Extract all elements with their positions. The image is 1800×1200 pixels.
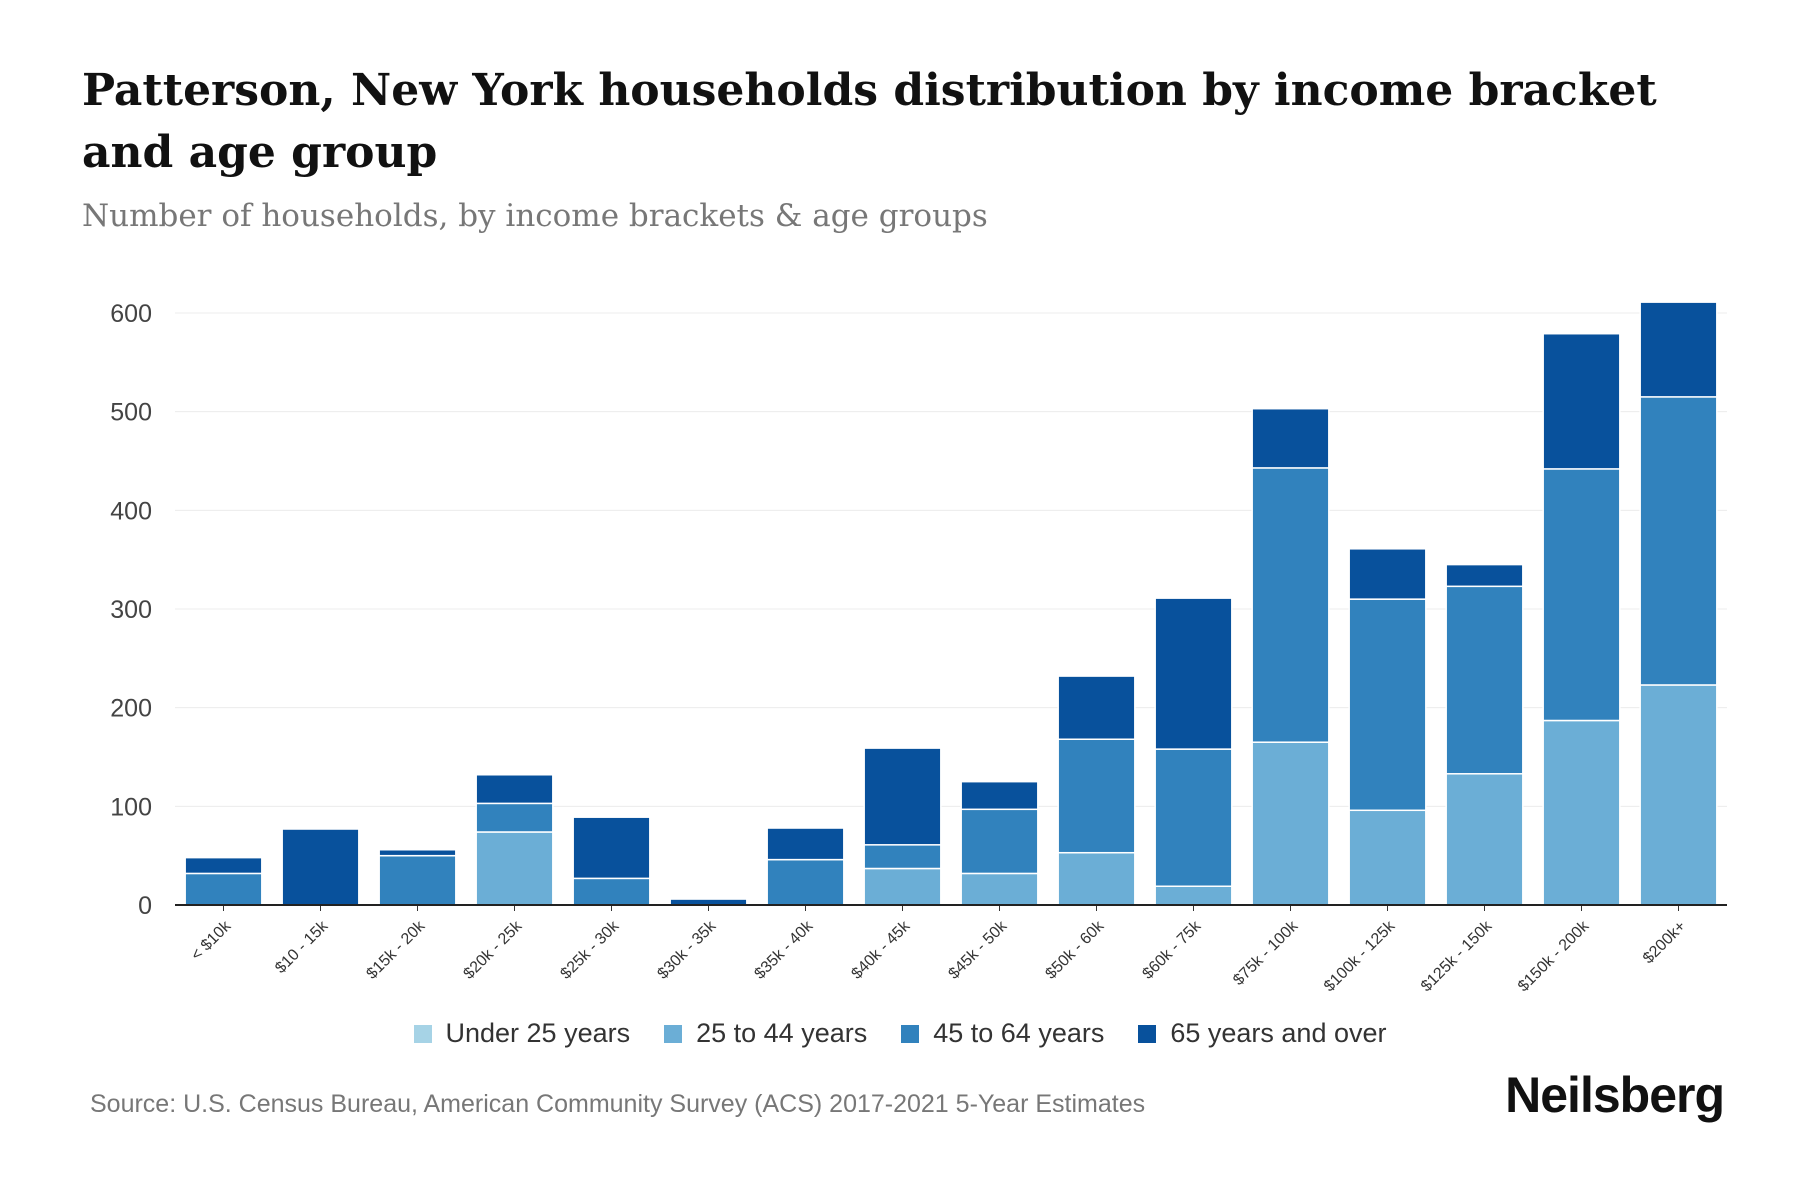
bar-segment-65-years-and-over <box>1445 563 1524 588</box>
bar-segment-65-years-and-over <box>1542 332 1621 470</box>
bar-segment-65-years-and-over <box>1154 597 1233 750</box>
legend-swatch <box>1138 1024 1157 1043</box>
bar-segment-45-to-64-years <box>1445 585 1524 775</box>
neilsberg-logo: Neilsberg <box>1505 1067 1725 1123</box>
legend: Under 25 years 25 to 44 years 45 to 64 yea… <box>0 1018 1800 1049</box>
chart-title: Patterson, New York households distribut… <box>82 65 1657 178</box>
bar-segment-65-years-and-over <box>378 848 457 857</box>
bar-segment-65-years-and-over <box>475 774 554 805</box>
bar-segment-25-to-44-years <box>475 831 554 906</box>
bar-segment-25-to-44-years <box>863 867 942 906</box>
x-tick-label: $20k - 25k <box>460 917 526 983</box>
stacked-bar-chart: 0 100 200 300 400 500 600 < $10k $10 - 15k $15k -… <box>110 300 1727 995</box>
y-tick-label: 200 <box>110 695 152 723</box>
bar-segment-45-to-64-years <box>1057 738 1136 854</box>
bar-segment-45-to-64-years <box>766 858 845 906</box>
legend-swatch <box>901 1024 920 1043</box>
legend-swatch <box>413 1024 432 1043</box>
bar-segment-65-years-and-over <box>1251 407 1330 469</box>
x-tick-label: $40k - 45k <box>848 917 914 983</box>
bar-segment-65-years-and-over <box>1348 548 1427 600</box>
x-tick-label: $15k - 20k <box>363 917 429 983</box>
bar-segment-25-to-44-years <box>1542 719 1621 906</box>
bar-segment-45-to-64-years <box>960 808 1039 875</box>
bar-segment-65-years-and-over <box>1057 675 1136 740</box>
chart-subtitle: Number of households, by income brackets… <box>82 198 988 234</box>
y-tick-label: 300 <box>110 596 152 624</box>
bar-segment-45-to-64-years <box>378 854 457 906</box>
legend-label: 45 to 64 years <box>933 1018 1105 1048</box>
bar-segment-45-to-64-years <box>1251 467 1330 743</box>
legend-item: 25 to 44 years <box>664 1018 867 1049</box>
legend-label: 65 years and over <box>1170 1018 1387 1048</box>
bar-segment-65-years-and-over <box>281 828 360 906</box>
bar-segment-45-to-64-years <box>1542 468 1621 722</box>
y-tick-label: 0 <box>138 892 152 920</box>
bar-segment-65-years-and-over <box>960 780 1039 811</box>
x-tick-label: $150k - 200k <box>1515 917 1593 995</box>
legend-label: 25 to 44 years <box>696 1018 868 1048</box>
x-tick-label: $30k - 35k <box>654 917 720 983</box>
bar-segment-65-years-and-over <box>766 827 845 861</box>
y-tick-label: 500 <box>110 399 152 427</box>
bar-segment-25-to-44-years <box>960 872 1039 906</box>
legend-item: 45 to 64 years <box>901 1018 1104 1049</box>
bar-segment-25-to-44-years <box>1348 809 1427 906</box>
bar-segment-25-to-44-years <box>1057 851 1136 906</box>
legend-item: 65 years and over <box>1138 1018 1387 1049</box>
source-note: Source: U.S. Census Bureau, American Com… <box>90 1090 1146 1118</box>
bar-segment-65-years-and-over <box>184 856 263 875</box>
bar-segment-65-years-and-over <box>1639 301 1718 398</box>
bar-segment-45-to-64-years <box>1154 748 1233 888</box>
bar-segment-45-to-64-years <box>863 844 942 870</box>
x-tick-label: $10 - 15k <box>272 917 332 977</box>
bar-segment-25-to-44-years <box>1445 773 1524 906</box>
bar-segment-25-to-44-years <box>1251 741 1330 906</box>
bar-segment-45-to-64-years <box>475 802 554 833</box>
y-tick-label: 600 <box>110 300 152 328</box>
bar-segment-45-to-64-years <box>184 872 263 906</box>
bar-segment-25-to-44-years <box>1639 684 1718 906</box>
x-tick-label: $125k - 150k <box>1418 917 1496 995</box>
x-tick-label: $45k - 50k <box>945 917 1011 983</box>
y-tick-label: 400 <box>110 497 152 525</box>
x-tick-label: $60k - 75k <box>1139 917 1205 983</box>
x-tick-label: < $10k <box>188 917 235 964</box>
x-tick-label: $200k+ <box>1640 918 1689 967</box>
y-tick-label: 100 <box>110 793 152 821</box>
bar-segment-45-to-64-years <box>572 877 651 906</box>
x-tick-label: $100k - 125k <box>1321 917 1399 995</box>
bar-segment-65-years-and-over <box>863 747 942 846</box>
bar-segment-45-to-64-years <box>1639 396 1718 686</box>
legend-label: Under 25 years <box>445 1018 631 1048</box>
bar-segment-45-to-64-years <box>1348 598 1427 812</box>
x-tick-label: $50k - 60k <box>1042 917 1108 983</box>
x-tick-label: $75k - 100k <box>1230 917 1302 989</box>
legend-item: Under 25 years <box>413 1018 631 1049</box>
legend-swatch <box>664 1024 683 1043</box>
x-tick-label: $25k - 30k <box>557 917 623 983</box>
x-tick-label: $35k - 40k <box>751 917 817 983</box>
bar-segment-25-to-44-years <box>1154 885 1233 906</box>
bar-segment-65-years-and-over <box>572 816 651 880</box>
